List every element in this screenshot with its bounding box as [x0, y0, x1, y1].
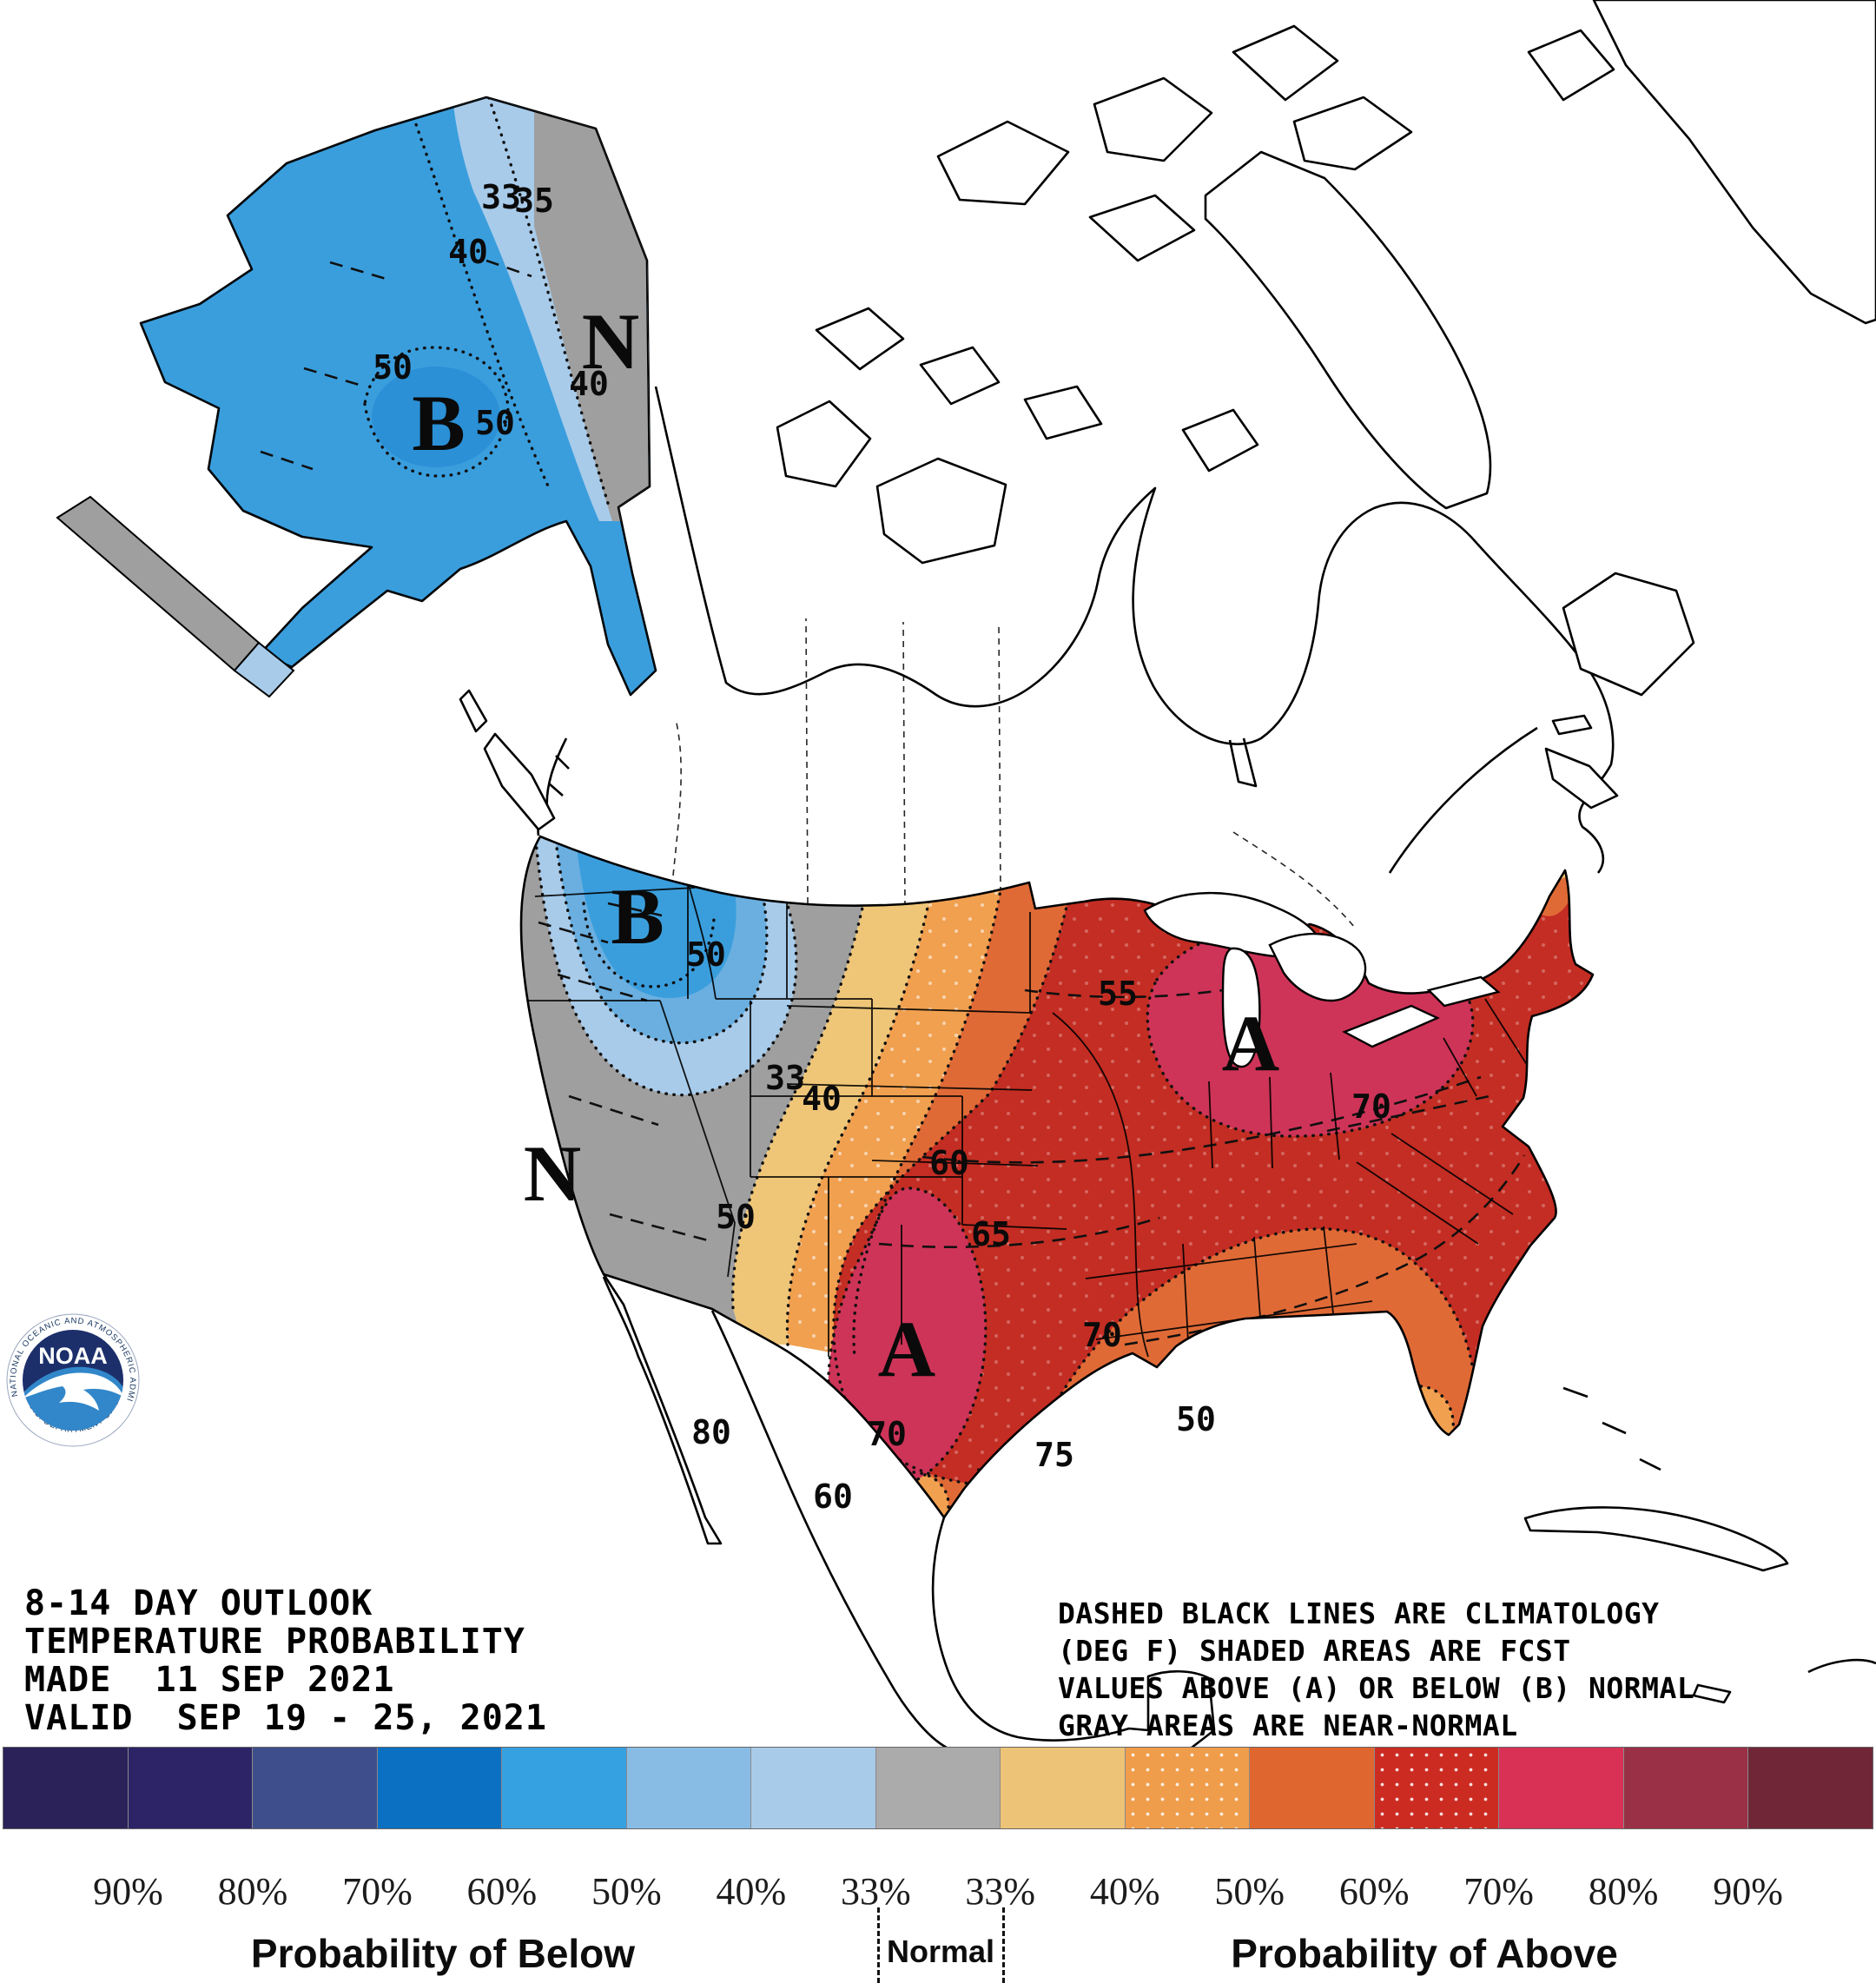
- noaa-logo: NATIONAL OCEANIC AND ATMOSPHERIC ADMINIS…: [0, 0, 140, 1447]
- colorbar-tick: 50%: [1214, 1870, 1285, 1913]
- colorbar-cell: [1499, 1748, 1624, 1828]
- contour-label: 50: [1176, 1400, 1216, 1438]
- contour-label: 65: [971, 1215, 1011, 1253]
- colorbar-cell: [626, 1748, 752, 1828]
- colorbar-cell: [3, 1748, 129, 1828]
- colorbar-tick: 33%: [840, 1870, 911, 1913]
- contour-label: 60: [929, 1144, 969, 1182]
- normal-divider-left: [877, 1907, 880, 1983]
- colorbar-cell: [253, 1748, 378, 1828]
- colorbar-tick: 40%: [1089, 1870, 1160, 1913]
- colorbar-tick: 60%: [466, 1870, 538, 1913]
- svg-text:NATIONAL OCEANIC AND ATMOSPHER: NATIONAL OCEANIC AND ATMOSPHERIC ADMINIS…: [0, 0, 137, 1403]
- svg-text:U.S. DEPARTMENT OF COMMERCE: U.S. DEPARTMENT OF COMMERCE: [0, 0, 122, 1435]
- legend-note: DASHED BLACK LINES ARE CLIMATOLOGY (DEG …: [1058, 1596, 1695, 1742]
- contour-label: 50: [475, 404, 515, 442]
- colorbar-cell: [1001, 1748, 1126, 1828]
- logo-ring-top-text: NATIONAL OCEANIC AND ATMOSPHERIC ADMINIS…: [0, 0, 136, 1403]
- colorbar-cell: [377, 1748, 503, 1828]
- colorbar: [3, 1747, 1873, 1829]
- contour-label: 33: [765, 1059, 805, 1097]
- normal-divider-right: [1002, 1907, 1005, 1983]
- region-letter-A: A: [1222, 999, 1279, 1087]
- canada-region: [459, 0, 1876, 929]
- region-letter-N: N: [524, 1129, 581, 1218]
- region-letter-B: B: [412, 379, 465, 467]
- colorbar-tick: 70%: [1463, 1870, 1534, 1913]
- contour-label: 75: [1034, 1436, 1074, 1474]
- colorbar-tick: 80%: [1588, 1870, 1659, 1913]
- colorbar-tick: 70%: [342, 1870, 413, 1913]
- contour-label: 70: [867, 1415, 907, 1453]
- colorbar-cell: [502, 1748, 627, 1828]
- colorbar-cell: [875, 1748, 1001, 1828]
- contour-label: 70: [1082, 1316, 1122, 1354]
- contour-label: 40: [802, 1080, 842, 1118]
- outlook-title: 8-14 DAY OUTLOOK TEMPERATURE PROBABILITY…: [24, 1583, 547, 1738]
- map-labels: BNBNAA3335405050405033405060655570707580…: [373, 178, 1391, 1516]
- contour-label: 55: [1098, 975, 1138, 1013]
- logo-noaa-text: NOAA: [38, 1343, 108, 1369]
- colorbar-tick: 33%: [965, 1870, 1036, 1913]
- contour-label: 40: [569, 365, 609, 403]
- probability-below-label: Probability of Below: [250, 1931, 636, 1976]
- colorbar-tick: 90%: [1713, 1870, 1783, 1913]
- colorbar-tick: 40%: [716, 1870, 787, 1913]
- colorbar-tick: 60%: [1338, 1870, 1410, 1913]
- colorbar-cell: [128, 1748, 254, 1828]
- state-borders: [526, 882, 1531, 1358]
- contour-label: 50: [686, 935, 726, 974]
- region-letter-N: N: [582, 297, 639, 386]
- colorbar-tick: 90%: [93, 1870, 163, 1913]
- colorbar-cell: [1125, 1748, 1251, 1828]
- contour-label: 70: [1351, 1087, 1391, 1126]
- colorbar-tick: 80%: [217, 1870, 288, 1913]
- region-letter-A: A: [878, 1305, 935, 1393]
- normal-label: Normal: [886, 1933, 995, 1969]
- contour-label: 60: [813, 1477, 853, 1516]
- colorbar-tick: 50%: [591, 1870, 662, 1913]
- colorbar-cell: [1250, 1748, 1375, 1828]
- alaska-region: [56, 96, 657, 698]
- contour-label: 50: [373, 348, 413, 387]
- contour-label: 80: [691, 1413, 731, 1451]
- colorbar-cell: [1374, 1748, 1500, 1828]
- colorbar-cell: [1623, 1748, 1749, 1828]
- logo-ring-bottom-text: U.S. DEPARTMENT OF COMMERCE: [0, 0, 121, 1435]
- mexico-caribbean: [602, 1273, 1876, 1749]
- contour-label: 35: [514, 182, 554, 220]
- region-letter-B: B: [611, 872, 664, 961]
- contour-label: 33: [481, 178, 521, 216]
- colorbar-cell: [1748, 1748, 1873, 1828]
- colorbar-cell: [751, 1748, 876, 1828]
- contour-label: 40: [448, 233, 488, 271]
- contour-label: 50: [716, 1198, 756, 1236]
- probability-above-label: Probability of Above: [1231, 1931, 1618, 1976]
- great-lakes: [1143, 891, 1501, 1068]
